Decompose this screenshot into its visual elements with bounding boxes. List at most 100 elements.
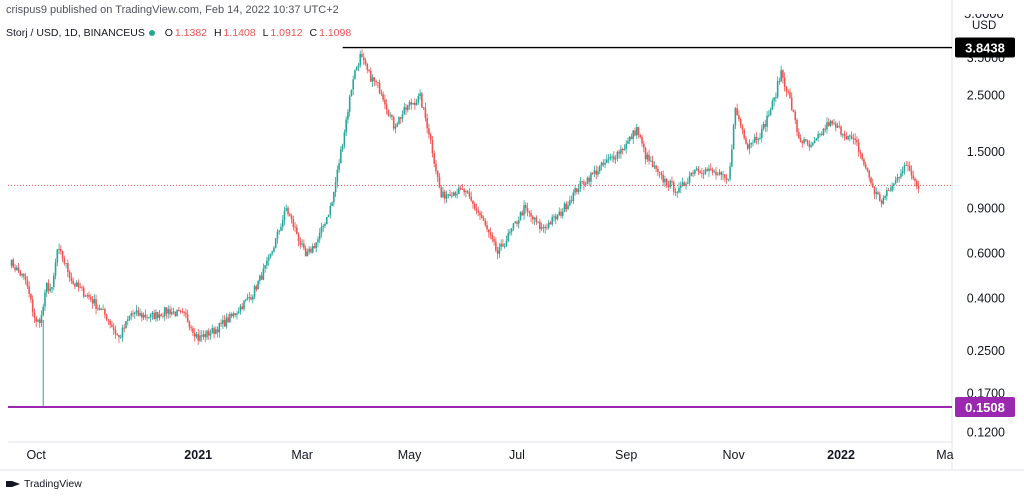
candle: [861, 152, 863, 161]
candle-body: [613, 156, 615, 160]
candle: [252, 294, 254, 304]
candle-body: [847, 135, 849, 140]
candle-body: [452, 192, 455, 197]
candle: [824, 124, 826, 133]
candle-body: [128, 315, 131, 320]
candle: [639, 133, 642, 139]
candle-body: [681, 182, 684, 186]
candle: [549, 220, 552, 225]
level-price-badge: [955, 37, 1015, 58]
candle-body: [701, 173, 703, 175]
candle: [676, 190, 679, 198]
candle: [10, 259, 13, 269]
candle: [324, 222, 326, 229]
candle-body: [288, 214, 291, 216]
candle: [574, 185, 576, 196]
candle: [229, 311, 231, 323]
candle-body: [357, 65, 360, 68]
candle-body: [195, 334, 198, 337]
candle-body: [28, 286, 30, 294]
candle: [782, 69, 784, 84]
level-price-badge: [955, 396, 1015, 417]
candle: [61, 250, 64, 263]
candle-body: [614, 158, 617, 160]
candle: [271, 250, 273, 256]
candle: [239, 303, 242, 315]
candle: [873, 185, 876, 200]
candle: [318, 228, 321, 244]
candle: [237, 307, 240, 314]
candle-body: [112, 327, 115, 330]
candle-body: [486, 225, 488, 230]
candle: [644, 146, 647, 165]
candle-body: [30, 293, 32, 300]
candle: [915, 179, 918, 190]
candle: [579, 177, 582, 192]
candle-body: [595, 170, 598, 175]
candle: [732, 123, 735, 150]
candle-body: [225, 317, 228, 327]
candle-body: [16, 267, 18, 271]
candle-body: [424, 107, 427, 118]
candle: [741, 123, 744, 135]
candle-body: [644, 147, 647, 160]
candle-body: [155, 312, 157, 319]
candle-body: [813, 140, 816, 144]
candle: [690, 172, 693, 177]
candle: [524, 202, 527, 214]
candle: [419, 89, 421, 100]
candle: [250, 294, 252, 301]
candle: [77, 279, 80, 292]
price-tick-label: 2.5000: [967, 88, 1005, 102]
candle: [149, 313, 152, 323]
candle-body: [178, 309, 180, 311]
candle-body: [23, 274, 25, 277]
candle-body: [664, 178, 666, 183]
candle-body: [840, 126, 842, 135]
candle-body: [368, 69, 370, 72]
candle-body: [415, 102, 418, 106]
candle-body: [827, 122, 830, 126]
candle-body: [829, 120, 832, 126]
candle: [366, 62, 369, 74]
candle-body: [907, 165, 909, 167]
candle-body: [364, 60, 367, 64]
candle-body: [109, 320, 111, 325]
candle: [461, 183, 464, 190]
candle-body: [731, 149, 733, 167]
candle: [435, 159, 437, 175]
candle-body: [153, 312, 155, 319]
candle-body: [805, 139, 807, 141]
price-tick-label: 0.2500: [967, 344, 1005, 358]
candle: [431, 136, 434, 158]
candle-body: [438, 177, 441, 188]
candle: [591, 171, 594, 175]
candle-body: [528, 211, 531, 213]
candle-body: [665, 178, 668, 186]
candle-body: [503, 246, 506, 247]
candle-body: [276, 231, 279, 239]
candle-body: [433, 153, 436, 164]
candle: [658, 171, 661, 179]
candle: [651, 155, 654, 168]
candle: [148, 316, 150, 319]
candle: [799, 134, 802, 143]
candle: [65, 262, 67, 269]
candle-body: [591, 173, 594, 174]
candle: [276, 228, 279, 244]
candle-body: [600, 162, 603, 167]
candle-body: [72, 280, 74, 284]
candle-body: [116, 333, 118, 335]
symbol-name[interactable]: Storj / USD, 1D, BINANCEUS: [6, 27, 145, 39]
candle: [498, 243, 501, 259]
candle: [894, 176, 897, 185]
candle: [190, 325, 192, 332]
candle-body: [297, 234, 300, 241]
candle: [454, 191, 457, 198]
candle: [151, 310, 154, 320]
candle-body: [93, 299, 96, 304]
candle-body: [436, 171, 439, 178]
candle-body: [475, 208, 478, 211]
candle: [304, 245, 307, 257]
